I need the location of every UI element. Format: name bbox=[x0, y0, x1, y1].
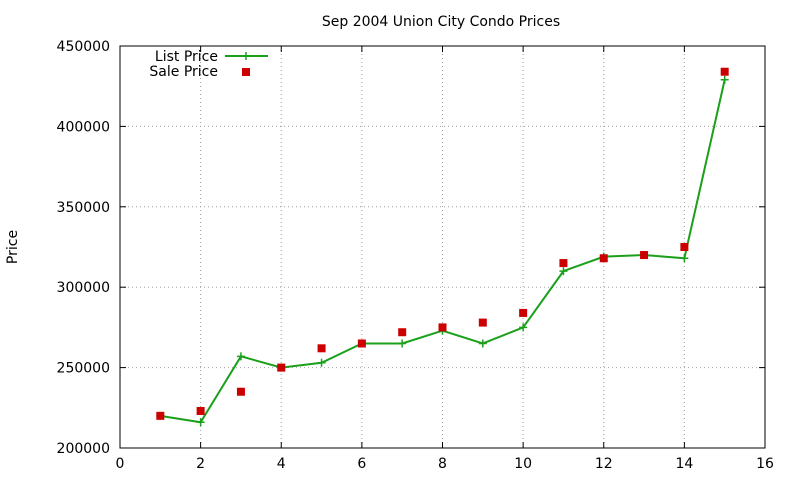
axis-ticks: 0 2 4 6 8 10 12 14 16 200000 250000 300000 350000 400… bbox=[57, 39, 774, 472]
list-price-point bbox=[317, 358, 326, 367]
list-price-point bbox=[559, 267, 568, 276]
x-tick-label: 4 bbox=[277, 456, 286, 472]
list-price-point bbox=[398, 339, 407, 348]
list-price-point bbox=[720, 75, 729, 84]
sale-price-point bbox=[156, 411, 165, 420]
y-tick-label: 300000 bbox=[57, 280, 110, 296]
x-tick-label: 8 bbox=[438, 456, 447, 472]
y-tick-label: 350000 bbox=[57, 200, 110, 216]
x-tick-label: 12 bbox=[595, 456, 613, 472]
grid-lines bbox=[120, 46, 765, 448]
x-tick-label: 16 bbox=[756, 456, 774, 472]
list-price-point bbox=[519, 323, 528, 332]
legend-sale-price-label: Sale Price bbox=[149, 64, 218, 80]
x-tick-label: 10 bbox=[514, 456, 532, 472]
y-axis-label: Price bbox=[5, 230, 21, 264]
plot-frame bbox=[119, 45, 766, 449]
sale-price-point bbox=[720, 67, 729, 76]
sale-price-point bbox=[196, 407, 205, 416]
chart-title: Sep 2004 Union City Condo Prices bbox=[322, 14, 560, 30]
sale-price-point bbox=[680, 243, 689, 251]
sale-price-point bbox=[559, 259, 568, 268]
x-tick-label: 0 bbox=[116, 456, 125, 472]
list-price-point bbox=[478, 339, 487, 348]
legend-list-price-marker bbox=[242, 52, 250, 60]
x-tick-label: 2 bbox=[196, 456, 205, 472]
list-price-point bbox=[680, 254, 689, 263]
sale-price-point bbox=[398, 328, 407, 337]
series-layer bbox=[156, 67, 729, 427]
legend-sale-price-marker bbox=[242, 68, 250, 76]
x-tick-label: 6 bbox=[357, 456, 366, 472]
sale-price-point bbox=[640, 251, 649, 260]
list-price-point bbox=[196, 418, 205, 427]
sale-price-point bbox=[277, 363, 286, 372]
y-tick-label: 200000 bbox=[57, 441, 110, 457]
x-tick-label: 14 bbox=[675, 456, 693, 472]
sale-price-point bbox=[519, 308, 528, 317]
y-tick-label: 450000 bbox=[57, 39, 110, 55]
sale-price-point bbox=[357, 339, 366, 348]
legend-list-price-label: List Price bbox=[155, 49, 218, 65]
sale-price-point bbox=[599, 254, 608, 263]
sale-price-point bbox=[236, 387, 245, 396]
y-tick-label: 400000 bbox=[57, 119, 110, 135]
y-tick-label: 250000 bbox=[57, 361, 110, 377]
sale-price-point bbox=[478, 318, 487, 327]
sale-price-point bbox=[438, 323, 447, 332]
sale-price-point bbox=[317, 344, 326, 353]
list-price-point bbox=[236, 352, 245, 361]
